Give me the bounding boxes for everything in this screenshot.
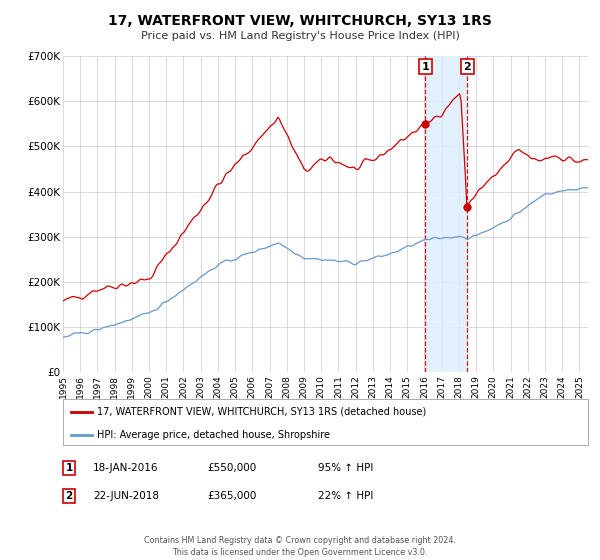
- Text: HPI: Average price, detached house, Shropshire: HPI: Average price, detached house, Shro…: [97, 430, 330, 440]
- Bar: [425, 56, 467, 372]
- Text: £365,000: £365,000: [207, 491, 256, 501]
- Text: 2: 2: [65, 491, 73, 501]
- Text: 22% ↑ HPI: 22% ↑ HPI: [318, 491, 373, 501]
- Text: Price paid vs. HM Land Registry's House Price Index (HPI): Price paid vs. HM Land Registry's House …: [140, 31, 460, 41]
- Text: 18-JAN-2016: 18-JAN-2016: [93, 463, 158, 473]
- Text: 17, WATERFRONT VIEW, WHITCHURCH, SY13 1RS: 17, WATERFRONT VIEW, WHITCHURCH, SY13 1R…: [108, 14, 492, 28]
- Text: 22-JUN-2018: 22-JUN-2018: [93, 491, 159, 501]
- Text: 95% ↑ HPI: 95% ↑ HPI: [318, 463, 373, 473]
- Text: 2: 2: [463, 62, 471, 72]
- Text: 1: 1: [65, 463, 73, 473]
- Text: 17, WATERFRONT VIEW, WHITCHURCH, SY13 1RS (detached house): 17, WATERFRONT VIEW, WHITCHURCH, SY13 1R…: [97, 407, 427, 417]
- Text: £550,000: £550,000: [207, 463, 256, 473]
- Text: Contains HM Land Registry data © Crown copyright and database right 2024.
This d: Contains HM Land Registry data © Crown c…: [144, 536, 456, 557]
- Text: 1: 1: [421, 62, 429, 72]
